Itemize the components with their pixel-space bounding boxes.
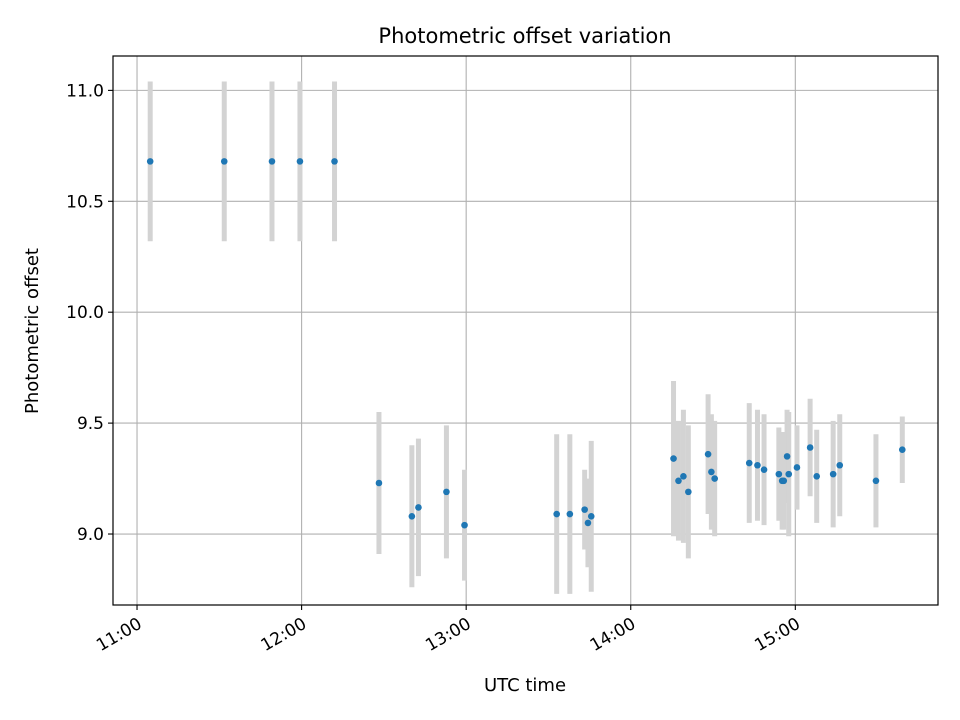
data-point: [872, 477, 880, 485]
data-point: [443, 488, 450, 496]
data-point: [296, 158, 304, 165]
data-point: [566, 510, 574, 518]
data-point: [704, 450, 712, 458]
data-point: [836, 461, 844, 469]
data-point: [806, 444, 814, 451]
y-tick-label: 9.5: [77, 414, 104, 434]
plot-frame: [112, 55, 939, 606]
data-point: [584, 519, 592, 527]
data-point: [898, 446, 906, 454]
y-tick-label: 10.5: [66, 192, 104, 212]
data-point: [331, 158, 338, 165]
data-point: [708, 468, 715, 476]
data-point: [783, 453, 791, 460]
data-point: [775, 470, 783, 478]
x-axis-label: UTC time: [484, 675, 566, 696]
data-point: [780, 477, 788, 485]
y-axis-ticks: 9.0 9.5 10.0 10.5 11.0: [66, 81, 113, 545]
data-point: [146, 158, 154, 165]
y-tick-label: 10.0: [66, 303, 104, 323]
y-tick-label: 9.0: [77, 525, 104, 545]
data-point: [675, 477, 682, 485]
data-point: [268, 158, 276, 165]
data-point: [785, 470, 793, 478]
data-point: [760, 466, 768, 473]
data-point: [813, 473, 821, 480]
data-point: [408, 512, 416, 520]
y-axis-label: Photometric offset: [22, 248, 43, 414]
data-point: [680, 473, 687, 480]
data-point: [754, 461, 761, 469]
data-points: [146, 158, 906, 529]
data-point: [711, 475, 718, 482]
data-point: [829, 470, 837, 478]
data-point: [461, 521, 468, 529]
data-point: [581, 506, 588, 513]
data-point: [220, 158, 228, 165]
data-point: [793, 464, 801, 471]
data-point: [685, 488, 692, 496]
y-tick-label: 11.0: [66, 81, 104, 101]
data-point: [553, 510, 560, 518]
data-point: [587, 512, 595, 520]
data-point: [745, 459, 753, 467]
data-point: [670, 455, 677, 462]
chart-title: Photometric offset variation: [378, 24, 671, 48]
data-point: [375, 479, 383, 487]
data-point: [415, 504, 422, 511]
